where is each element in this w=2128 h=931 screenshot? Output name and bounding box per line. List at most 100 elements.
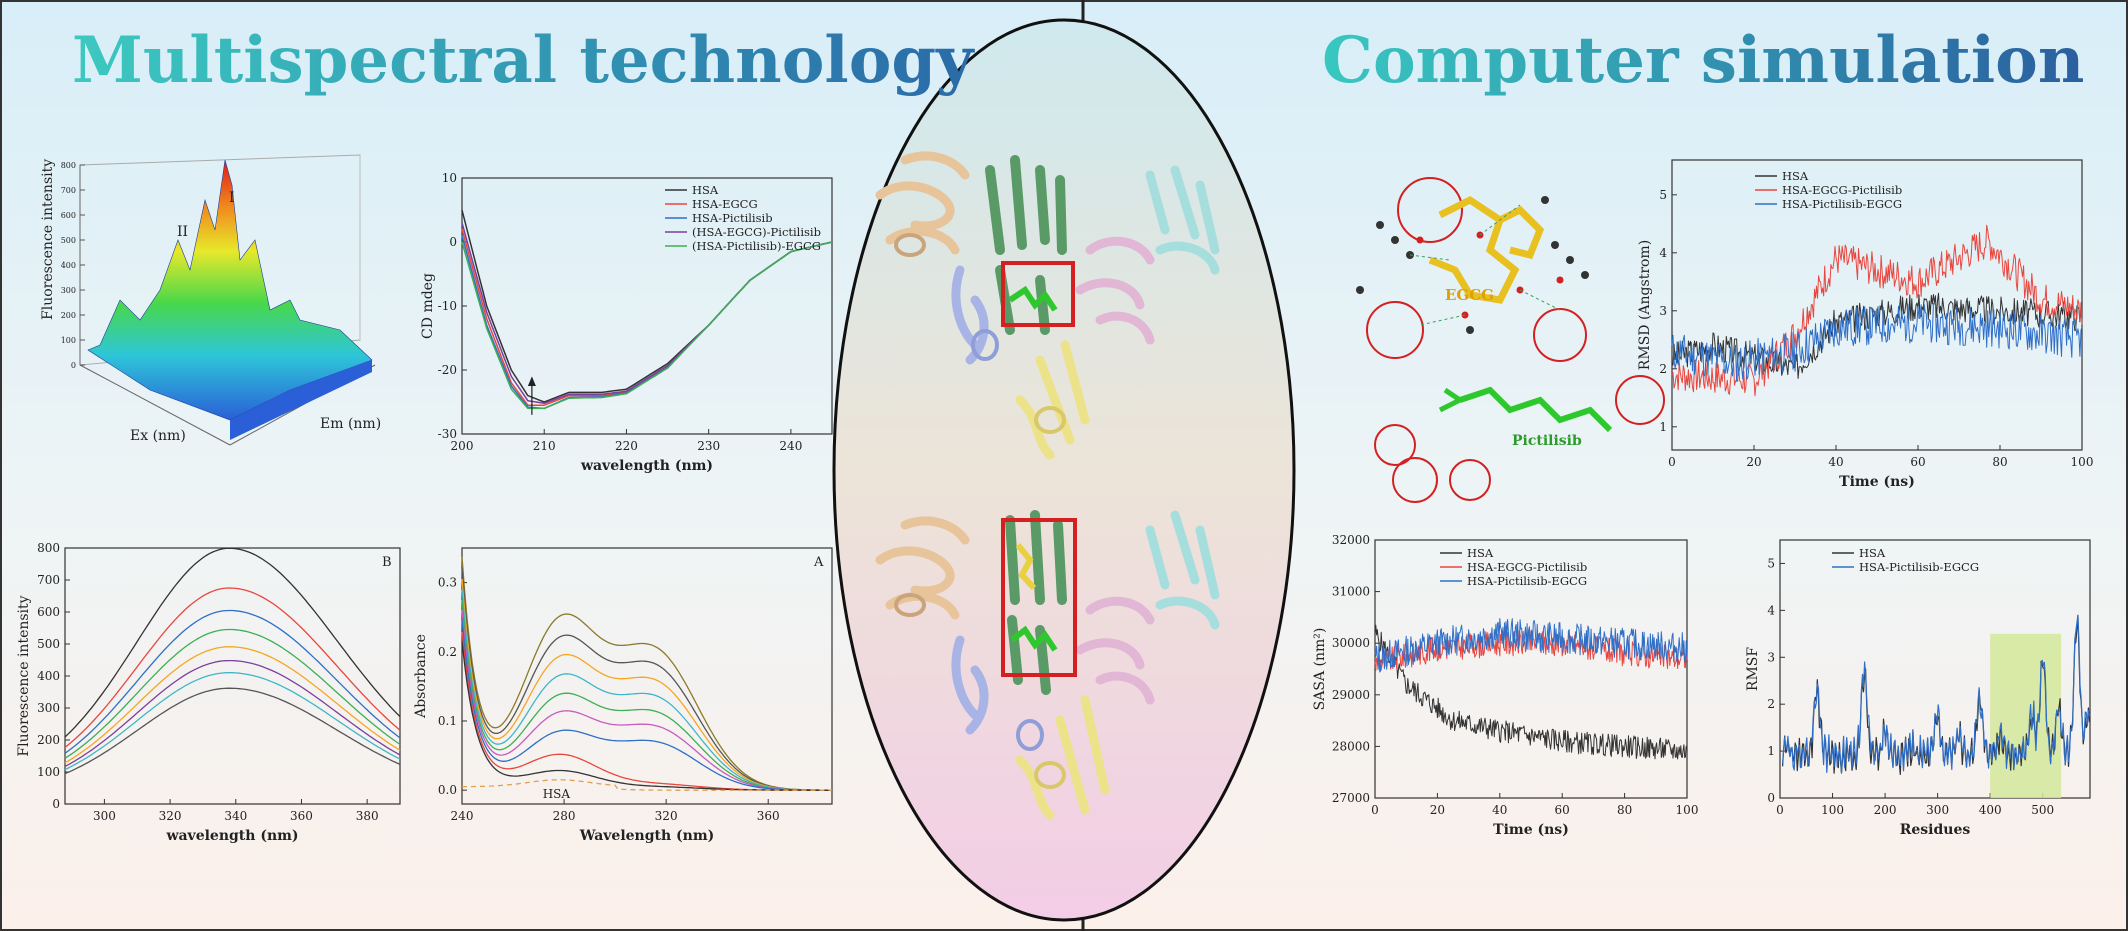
interaction-diagram-2d: EGCG Pictilisib xyxy=(1356,177,1665,503)
y-tick-label: 800 xyxy=(37,541,60,555)
fluor3d-em-label: Em (nm) xyxy=(320,416,381,432)
y-tick-label: 2 xyxy=(1659,362,1667,376)
y-tick-label: -30 xyxy=(438,427,457,441)
chart-rmsf: 0 100 200 300 400 500 0 1 2 3 4 5 Residues RMSF HSAHSA… xyxy=(1745,539,2091,838)
x-axis-label: wavelength (nm) xyxy=(165,828,298,844)
y-tick-label: 0.1 xyxy=(438,714,457,728)
legend-entry: HSA-EGCG-Pictilisib xyxy=(1467,560,1587,574)
x-tick-label: 20 xyxy=(1430,803,1445,817)
x-tick-label: 80 xyxy=(1992,455,2007,469)
x-tick-label: 400 xyxy=(1979,803,2002,817)
x-tick-label: 360 xyxy=(290,809,313,823)
surface-base xyxy=(230,360,372,440)
fluor-series-line xyxy=(64,672,401,771)
ligand-green xyxy=(1010,625,1058,652)
chart-cd-spectra: 200 210 220 230 240 -30 -20 -10 0 10 wavelength (n… xyxy=(420,171,833,474)
domain-pink xyxy=(1075,596,1155,705)
legend-entry: HSA-EGCG xyxy=(692,197,758,211)
y-tick-label: 10 xyxy=(442,171,457,185)
x-tick-label: 280 xyxy=(553,809,576,823)
fluor-series-line xyxy=(64,547,401,738)
title-multispectral: Multispectral technology xyxy=(72,23,975,98)
y-tick-label: 700 xyxy=(37,573,60,587)
y-tick-label: 600 xyxy=(37,605,60,619)
y-tick-label: 3 xyxy=(1767,650,1775,664)
x-tick-label: 210 xyxy=(533,439,556,453)
residue-circle xyxy=(1533,308,1587,362)
y-tick-label: 4 xyxy=(1659,246,1667,260)
y-tick-label: 0.0 xyxy=(438,783,457,797)
y-tick-label: 100 xyxy=(37,765,60,779)
x-tick-label: 0 xyxy=(1668,455,1676,469)
z-tick-label: 700 xyxy=(61,186,76,195)
panel-label: B xyxy=(382,555,392,570)
peak-label-1: I xyxy=(229,190,235,206)
chart-sasa: 0 20 40 60 80 100 27000 28000 29000 30000 31000 320… xyxy=(1312,533,1698,838)
x-tick-label: 360 xyxy=(757,809,780,823)
x-tick-label: 340 xyxy=(224,809,247,823)
x-tick-label: 100 xyxy=(1676,803,1699,817)
title-computer-simulation: Computer simulation xyxy=(1322,23,2084,98)
domain-pink xyxy=(1075,236,1155,345)
y-tick-label: 1 xyxy=(1767,744,1775,758)
y-axis-label: SASA (nm²) xyxy=(1312,628,1328,711)
sasa-series-line xyxy=(1374,624,1688,760)
x-axis-label: Time (ns) xyxy=(1839,474,1915,490)
legend-entry: HSA xyxy=(1859,546,1886,560)
z-tick-label: 300 xyxy=(61,286,76,295)
x-tick-label: 500 xyxy=(2031,803,2054,817)
pictilisib-skeleton xyxy=(1459,386,1613,433)
residue-circle xyxy=(1615,375,1665,425)
highlight-region xyxy=(1990,633,2062,798)
y-tick-label: 29000 xyxy=(1332,688,1370,702)
pictilisib-tail xyxy=(1438,387,1465,413)
chart-rmsd: 0 20 40 60 80 100 1 2 3 4 5 Time (ns) RMSD (Angstrom… xyxy=(1637,159,2094,490)
y-tick-label: 300 xyxy=(37,701,60,715)
z-tick-label: 400 xyxy=(61,261,76,270)
cd-series-line xyxy=(461,241,833,410)
y-tick-label: 0 xyxy=(1767,791,1775,805)
y-axis-label: CD mdeg xyxy=(420,273,436,339)
domain-cyan xyxy=(1145,165,1220,275)
fluor-series-line xyxy=(64,587,401,748)
rmsd-series-line xyxy=(1671,303,2083,382)
y-tick-label: 28000 xyxy=(1332,739,1370,753)
protein-structure-oval xyxy=(832,18,1296,922)
chart-fluorescence-quenching: 300 320 340 360 380 0 100 200 300 400 500 600 700 800… xyxy=(16,541,401,844)
panel-3d-fluorescence: I II Fluorescence intensity Ex (nm) Em (… xyxy=(40,154,381,446)
hbond-lines xyxy=(1409,204,1561,326)
chart-uv-absorbance: 240 280 320 360 0.0 0.1 0.2 0.3 Wavelength (nm) A… xyxy=(413,547,833,844)
atom-dots xyxy=(1356,196,1589,334)
x-tick-label: 100 xyxy=(1821,803,1844,817)
z-tick-label: 100 xyxy=(61,336,76,345)
hsa-annotation: HSA xyxy=(543,787,571,801)
residue-circle xyxy=(1366,301,1424,359)
legend-entry: (HSA-Pictilisib)-EGCG xyxy=(692,239,821,253)
fluor3d-ex-label: Ex (nm) xyxy=(130,428,186,444)
legend-entry: HSA-Pictilisib-EGCG xyxy=(1467,574,1587,588)
fluor-series-line xyxy=(64,687,401,775)
legend-entry: HSA-EGCG-Pictilisib xyxy=(1782,183,1902,197)
binding-site-box-top xyxy=(1001,261,1075,327)
egcg-ring xyxy=(1498,205,1545,260)
y-tick-label: 2 xyxy=(1767,697,1775,711)
fluor3d-z-ticks: 0 100 200 300 400 500 600 700 800 xyxy=(61,161,85,370)
x-tick-label: 60 xyxy=(1555,803,1570,817)
z-tick-label: 0 xyxy=(71,361,76,370)
x-tick-label: 240 xyxy=(451,809,474,823)
protein-complex-top xyxy=(875,151,1220,460)
fluor-series-line xyxy=(64,609,401,754)
fluor-series-line xyxy=(64,659,401,767)
x-tick-label: 100 xyxy=(2071,455,2094,469)
absorb-series-line xyxy=(462,779,832,791)
domain-wheat xyxy=(875,516,970,620)
y-tick-label: 27000 xyxy=(1332,791,1370,805)
y-tick-label: -20 xyxy=(438,363,457,377)
egcg-label: EGCG xyxy=(1445,286,1494,304)
x-tick-label: 40 xyxy=(1492,803,1507,817)
legend-entry: HSA xyxy=(692,183,719,197)
residue-circle xyxy=(1392,457,1438,503)
x-tick-label: 40 xyxy=(1828,455,1843,469)
x-tick-label: 230 xyxy=(697,439,720,453)
